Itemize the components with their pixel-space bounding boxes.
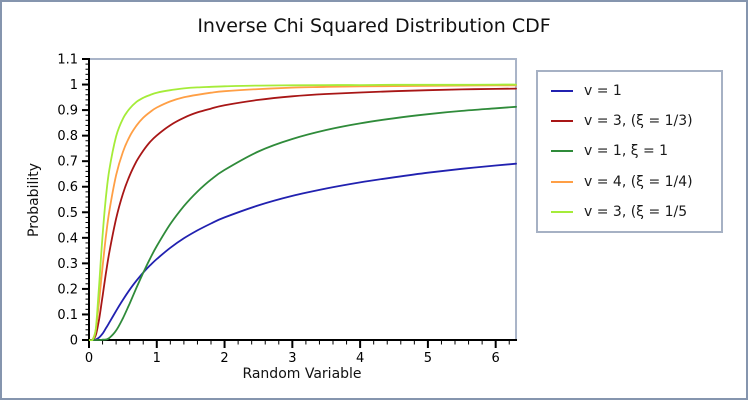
y-tick-label: 0.8 bbox=[57, 129, 78, 144]
x-tick-label: 2 bbox=[220, 351, 228, 366]
legend-label: v = 1, ξ = 1 bbox=[584, 143, 669, 160]
series-line-1 bbox=[89, 87, 517, 341]
x-tick-label: 3 bbox=[288, 351, 296, 366]
legend-swatch bbox=[551, 150, 573, 153]
y-tick-label: 0.1 bbox=[57, 308, 78, 323]
legend-item: v = 4, (ξ = 1/4) bbox=[551, 174, 717, 190]
y-tick-label: 0.9 bbox=[57, 104, 78, 119]
x-tick-label: 1 bbox=[153, 351, 161, 366]
legend-label: v = 3, (ξ = 1/5 bbox=[584, 203, 688, 220]
series-line-0 bbox=[89, 162, 517, 341]
y-tick-label: 0.5 bbox=[57, 206, 78, 221]
y-axis-label: Probability bbox=[26, 163, 42, 237]
legend-swatch bbox=[551, 120, 573, 123]
legend-swatch bbox=[551, 180, 573, 183]
legend-swatch bbox=[551, 210, 573, 213]
legend-item: v = 1, ξ = 1 bbox=[551, 143, 717, 159]
series-line-3 bbox=[89, 84, 517, 341]
x-axis-label: Random Variable bbox=[242, 366, 361, 382]
legend: v = 1 v = 3, (ξ = 1/3) v = 1, ξ = 1 v = 4, … bbox=[536, 70, 723, 233]
y-tick-label: 1.1 bbox=[57, 53, 78, 68]
legend-swatch bbox=[551, 90, 573, 93]
y-tick-label: 0.4 bbox=[57, 231, 78, 246]
y-tick-label: 0.7 bbox=[57, 155, 78, 170]
y-tick-label: 0.6 bbox=[57, 180, 78, 195]
x-tick-label: 5 bbox=[424, 351, 432, 366]
legend-item: v = 3, (ξ = 1/5 bbox=[551, 204, 717, 220]
y-tick-label: 1 bbox=[70, 78, 78, 93]
legend-label: v = 3, (ξ = 1/3) bbox=[584, 113, 693, 130]
legend-item: v = 3, (ξ = 1/3) bbox=[551, 113, 717, 129]
y-tick-label: 0.3 bbox=[57, 257, 78, 272]
legend-item: v = 1 bbox=[551, 83, 717, 99]
series-line-2 bbox=[89, 105, 517, 341]
x-tick-label: 4 bbox=[356, 351, 364, 366]
chart-title: Inverse Chi Squared Distribution CDF bbox=[197, 15, 551, 37]
y-tick-label: 0.2 bbox=[57, 282, 78, 297]
x-tick-label: 0 bbox=[85, 351, 93, 366]
legend-label: v = 1 bbox=[584, 83, 622, 100]
x-tick-label: 6 bbox=[492, 351, 500, 366]
series-line-4 bbox=[89, 83, 517, 341]
legend-label: v = 4, (ξ = 1/4) bbox=[584, 173, 693, 190]
plot-border bbox=[88, 58, 518, 341]
y-tick-label: 0 bbox=[70, 334, 78, 349]
